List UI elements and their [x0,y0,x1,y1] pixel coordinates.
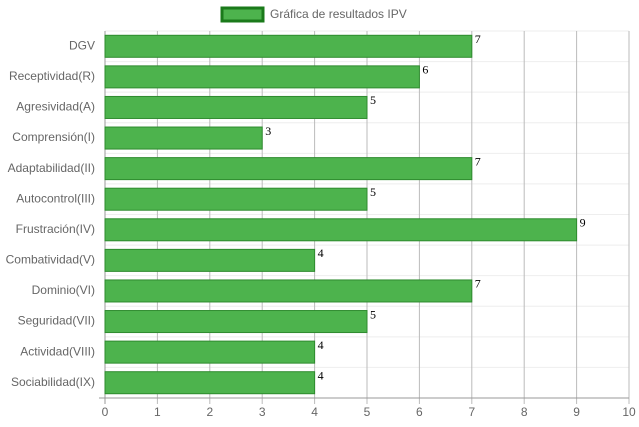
y-tick-label: Sociabilidad(IX) [11,375,95,389]
x-tick-label: 2 [206,405,213,419]
value-label: 7 [475,32,481,46]
y-tick-label: DGV [69,38,95,52]
bar [104,126,263,150]
value-label: 4 [318,368,324,382]
x-tick-label: 8 [521,405,528,419]
y-tick-label: Dominio(VI) [32,283,95,297]
x-tick-label: 9 [573,405,580,419]
y-tick-label: Receptividad(R) [9,69,95,83]
value-label: 6 [422,63,428,77]
value-label: 7 [475,277,481,291]
x-tick-label: 6 [416,405,423,419]
value-label: 4 [318,338,324,352]
y-tick-label: Combatividad(V) [6,253,95,267]
bar [104,65,420,89]
legend-label: Gráfica de resultados IPV [270,7,407,21]
y-tick-label: Frustración(IV) [16,222,95,236]
value-label: 3 [265,124,271,138]
value-label: 9 [580,216,586,230]
x-tick-label: 0 [102,405,109,419]
y-tick-label: Seguridad(VII) [18,314,95,328]
value-label: 5 [370,185,376,199]
x-tick-label: 1 [154,405,161,419]
bar [104,340,316,364]
bar [104,218,578,242]
y-tick-label: Agresividad(A) [16,100,95,114]
x-tick-label: 3 [259,405,266,419]
bar [104,248,316,272]
bar [104,157,473,181]
value-label: 4 [318,246,324,260]
x-tick-label: 5 [364,405,371,419]
bar [104,34,473,58]
bar [104,279,473,303]
y-tick-label: Actividad(VIII) [20,344,95,358]
value-label: 7 [475,154,481,168]
bar [104,310,368,334]
y-tick-label: Autocontrol(III) [16,191,95,205]
bar [104,95,368,119]
y-tick-label: Comprensión(I) [12,130,95,144]
value-label: 5 [370,307,376,321]
legend-swatch [220,6,265,23]
bar [104,187,368,211]
x-tick-label: 10 [622,405,636,419]
x-tick-label: 4 [311,405,318,419]
value-label: 5 [370,93,376,107]
x-tick-label: 7 [468,405,475,419]
y-tick-label: Adaptabilidad(II) [8,161,95,175]
bar [104,371,316,395]
